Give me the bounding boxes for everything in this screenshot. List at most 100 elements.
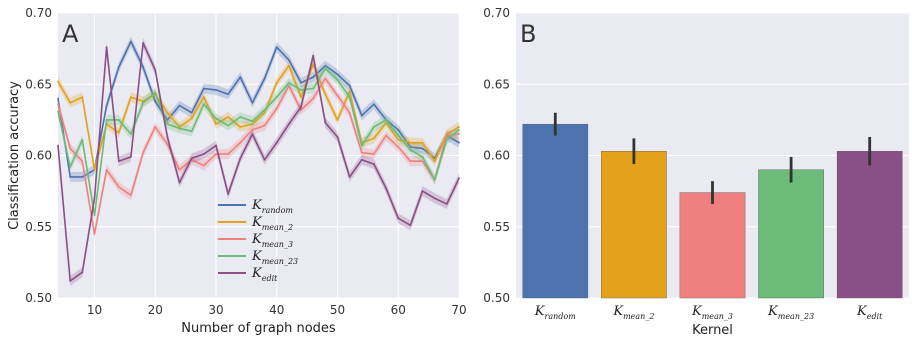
- x-tick-label: 40: [269, 303, 284, 317]
- data-point: [433, 178, 436, 181]
- data-point: [166, 143, 169, 146]
- data-point: [324, 64, 327, 67]
- x-tick-label-random-subscript: random: [545, 312, 577, 321]
- y-tick-label: 0.65: [483, 77, 510, 91]
- data-point: [385, 121, 387, 124]
- data-point: [239, 141, 242, 144]
- data-point: [69, 175, 72, 178]
- x-tick-label-mean_3-symbol: K: [691, 304, 703, 319]
- data-point: [81, 175, 84, 178]
- data-point: [130, 156, 132, 158]
- data-point: [360, 144, 363, 147]
- data-point: [433, 197, 436, 200]
- data-point: [57, 103, 59, 106]
- data-point: [105, 46, 108, 49]
- data-point: [445, 203, 448, 205]
- x-tick-label-edit: Kedit: [856, 304, 883, 321]
- data-point: [312, 97, 315, 100]
- data-point: [93, 197, 96, 200]
- data-point: [336, 118, 339, 121]
- data-point: [348, 90, 351, 93]
- data-point: [239, 76, 242, 79]
- data-point: [202, 164, 205, 167]
- series-mean_23: [57, 63, 460, 221]
- x-tick-label-mean_23-subscript: mean_23: [778, 312, 814, 321]
- data-point: [215, 123, 217, 126]
- data-point: [142, 66, 144, 69]
- data-point: [178, 181, 181, 184]
- data-point: [154, 126, 157, 128]
- data-point: [300, 96, 302, 98]
- data-point: [227, 193, 230, 195]
- data-point: [227, 153, 230, 155]
- bar-mean_3: [679, 192, 746, 299]
- data-point: [397, 138, 400, 141]
- data-point: [348, 84, 351, 87]
- series-mean_3: [57, 73, 460, 239]
- data-point: [227, 116, 230, 118]
- data-point: [166, 118, 169, 121]
- data-point: [312, 54, 315, 57]
- legend-label-random-symbol: K: [251, 198, 263, 213]
- data-point: [348, 111, 351, 114]
- x-tick-label: 70: [451, 303, 466, 317]
- confidence-band-random: [58, 36, 459, 182]
- data-point: [105, 168, 108, 171]
- data-point: [142, 101, 144, 104]
- data-point: [397, 134, 400, 137]
- x-axis-label-a: Number of graph nodes: [181, 321, 336, 336]
- data-point: [275, 107, 278, 110]
- y-tick-label: 0.50: [25, 291, 52, 305]
- data-point: [287, 84, 290, 87]
- y-tick-label: 0.70: [483, 6, 510, 20]
- bar-mean_23: [758, 169, 824, 299]
- panel-label-b: B: [520, 20, 536, 48]
- data-point: [81, 160, 84, 163]
- y-tick-label: 0.50: [483, 291, 510, 305]
- data-point: [117, 160, 120, 163]
- data-point: [348, 96, 351, 98]
- data-point: [263, 77, 266, 80]
- data-point: [421, 141, 424, 144]
- data-point: [130, 194, 132, 197]
- data-point: [190, 111, 193, 114]
- data-point: [312, 63, 315, 66]
- data-point: [397, 217, 400, 220]
- data-point: [166, 111, 169, 114]
- series-line-edit: [57, 42, 460, 282]
- data-point: [275, 81, 278, 84]
- data-point: [166, 136, 169, 138]
- x-tick-label: 30: [208, 303, 223, 317]
- data-point: [215, 89, 217, 91]
- data-point: [409, 224, 412, 227]
- data-point: [190, 130, 193, 133]
- data-point: [385, 118, 387, 121]
- data-point: [263, 158, 266, 161]
- data-point: [251, 101, 254, 104]
- legend-label-mean_2: Kmean_2: [251, 215, 293, 232]
- data-point: [190, 157, 193, 160]
- x-tick-label: 60: [391, 303, 406, 317]
- data-point: [373, 137, 375, 140]
- confidence-band-mean_2: [58, 59, 459, 175]
- data-point: [117, 131, 120, 134]
- data-point: [142, 151, 144, 154]
- data-point: [445, 138, 448, 141]
- legend-label-mean_23-symbol: K: [251, 249, 263, 264]
- x-tick-label-mean_2-subscript: mean_2: [623, 312, 654, 321]
- data-point: [458, 126, 460, 128]
- data-point: [287, 64, 290, 67]
- data-point: [239, 157, 242, 160]
- series-mean_2: [57, 59, 460, 175]
- data-point: [215, 153, 217, 155]
- data-point: [421, 156, 424, 158]
- y-tick-label: 0.60: [483, 149, 510, 163]
- data-point: [251, 123, 254, 126]
- data-point: [69, 147, 72, 150]
- panel-a-line-chart: 0.50 0.55 0.60 0.65 0.70 10 20 30 40 50 60 70 Krando…: [7, 6, 467, 336]
- legend-label-mean_23-subscript: mean_23: [262, 257, 298, 266]
- legend-label-edit: Kedit: [251, 266, 278, 283]
- series-edit: [57, 37, 460, 286]
- legend-label-edit-subscript: edit: [262, 274, 278, 283]
